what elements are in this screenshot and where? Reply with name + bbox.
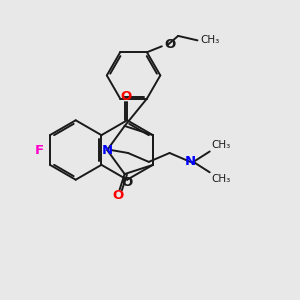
Text: O: O (112, 189, 123, 202)
Text: F: F (35, 143, 44, 157)
Text: N: N (185, 155, 196, 168)
Text: O: O (122, 176, 133, 189)
Text: N: N (102, 143, 113, 157)
Text: CH₃: CH₃ (200, 35, 220, 45)
Text: CH₃: CH₃ (211, 140, 230, 150)
Text: O: O (120, 90, 132, 103)
Text: CH₃: CH₃ (211, 174, 230, 184)
Text: O: O (165, 38, 176, 51)
